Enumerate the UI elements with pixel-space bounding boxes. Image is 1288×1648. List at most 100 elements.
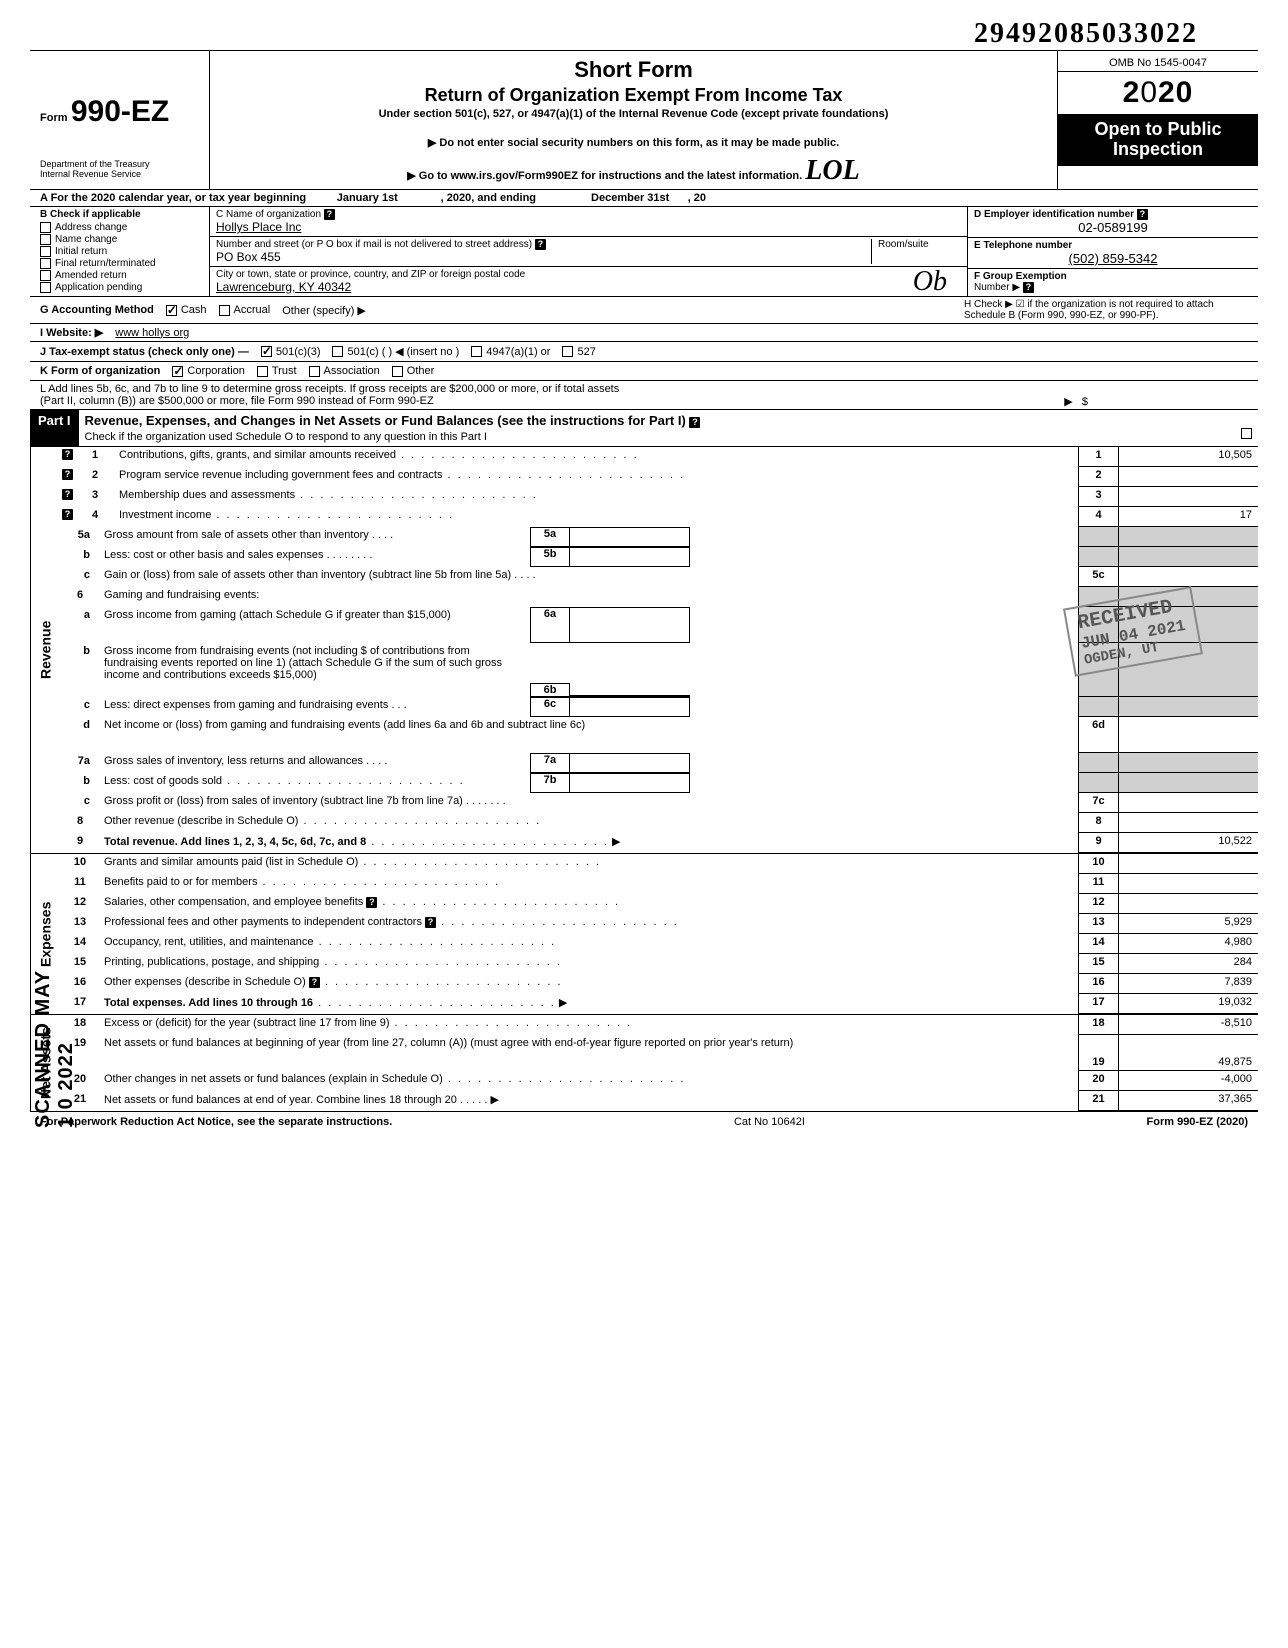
line-17: 17 Total expenses. Add lines 10 through … (60, 994, 1258, 1014)
page-footer: For Paperwork Reduction Act Notice, see … (30, 1112, 1258, 1128)
line-5b: b Less: cost or other basis and sales ex… (60, 547, 1258, 567)
cb-cash[interactable]: Cash (166, 304, 207, 316)
form-page: 29492085033022 Form 990-EZ Department of… (30, 10, 1258, 1128)
goto-note: ▶ Go to www.irs.gov/Form990EZ for instru… (218, 155, 1049, 187)
cb-501c[interactable]: 501(c) ( ) ◀ (insert no ) (332, 345, 459, 358)
help-icon[interactable]: ? (689, 417, 700, 428)
cb-other[interactable]: Other (392, 365, 435, 377)
cb-527[interactable]: 527 (562, 346, 595, 358)
tax-year: 20202020 (1058, 72, 1258, 114)
help-icon[interactable]: ? (62, 489, 73, 500)
no-ssn-note: ▶ Do not enter social security numbers o… (218, 136, 1049, 149)
line-20-value: -4,000 (1118, 1071, 1258, 1091)
line-21: 21 Net assets or fund balances at end of… (60, 1091, 1258, 1111)
line-19-value: 49,875 (1118, 1035, 1258, 1071)
form-title: Short Form (218, 57, 1049, 83)
g-other: Other (specify) ▶ (282, 304, 366, 317)
cb-corp[interactable]: Corporation (172, 365, 244, 377)
line-17-value: 19,032 (1118, 994, 1258, 1014)
footer-left: For Paperwork Reduction Act Notice, see … (40, 1116, 392, 1128)
revenue-label: Revenue (30, 447, 60, 853)
cb-trust[interactable]: Trust (257, 365, 297, 377)
phone-row: E Telephone number (502) 859-5342 (968, 238, 1258, 269)
help-icon[interactable]: ? (1023, 282, 1034, 293)
form-prefix: Form (40, 112, 68, 124)
cb-501c3[interactable]: 501(c)(3) (261, 346, 321, 358)
year-box: OMB No 1545-0047 20202020 Open to Public… (1058, 51, 1258, 189)
city-row: City or town, state or province, country… (210, 267, 967, 296)
line-7a: 7a Gross sales of inventory, less return… (60, 753, 1258, 773)
net-assets-section: Net Assets 18 Excess or (deficit) for th… (30, 1015, 1258, 1112)
line-8: 8 Other revenue (describe in Schedule O)… (60, 813, 1258, 833)
row-k-form-org: K Form of organization Corporation Trust… (30, 362, 1258, 381)
line-15: 15 Printing, publications, postage, and … (60, 954, 1258, 974)
row-g-h: G Accounting Method Cash Accrual Other (… (30, 297, 1258, 324)
line-1: ? 1 Contributions, gifts, grants, and si… (60, 447, 1258, 467)
part1-header: Part I Revenue, Expenses, and Changes in… (30, 410, 1258, 447)
line-6d: d Net income or (loss) from gaming and f… (60, 717, 1258, 753)
help-icon[interactable]: ? (62, 509, 73, 520)
help-icon[interactable]: ? (535, 239, 546, 250)
col-def: D Employer identification number ? 02-05… (968, 207, 1258, 296)
cb-amended[interactable]: Amended return (40, 270, 205, 281)
help-icon[interactable]: ? (62, 469, 73, 480)
help-icon[interactable]: ? (425, 917, 436, 928)
year-begin: January 1st (337, 192, 398, 204)
expenses-lines: 10 Grants and similar amounts paid (list… (60, 854, 1258, 1014)
cb-final-return[interactable]: Final return/terminated (40, 258, 205, 269)
help-icon[interactable]: ? (366, 897, 377, 908)
footer-mid: Cat No 10642I (734, 1116, 805, 1128)
initials: LOL (805, 155, 859, 186)
line-13: 13 Professional fees and other payments … (60, 914, 1258, 934)
line-7c: c Gross profit or (loss) from sales of i… (60, 793, 1258, 813)
help-icon[interactable]: ? (324, 209, 335, 220)
cb-accrual[interactable]: Accrual (219, 304, 271, 316)
revenue-section: Revenue ? 1 Contributions, gifts, grants… (30, 447, 1258, 854)
help-icon[interactable]: ? (1137, 209, 1148, 220)
dln-number: 29492085033022 (974, 18, 1198, 50)
line-9-value: 10,522 (1118, 833, 1258, 853)
col-b-checkboxes: B Check if applicable Address change Nam… (30, 207, 210, 296)
line-16: 16 Other expenses (describe in Schedule … (60, 974, 1258, 994)
line-3: ? 3 Membership dues and assessments 3 (60, 487, 1258, 507)
b-header: B Check if applicable (40, 209, 205, 220)
expenses-section: Expenses 10 Grants and similar amounts p… (30, 854, 1258, 1015)
row-j-status: J Tax-exempt status (check only one) — 5… (30, 342, 1258, 362)
cb-initial-return[interactable]: Initial return (40, 246, 205, 257)
net-assets-lines: 18 Excess or (deficit) for the year (sub… (60, 1015, 1258, 1111)
line-18-value: -8,510 (1118, 1015, 1258, 1035)
line-1-value: 10,505 (1118, 447, 1258, 467)
room-suite-label: Room/suite (878, 239, 929, 250)
omb-number: OMB No 1545-0047 (1058, 55, 1258, 72)
line-5c: c Gain or (loss) from sale of assets oth… (60, 567, 1258, 587)
form-id-box: Form 990-EZ Department of the Treasury I… (30, 51, 210, 189)
line-4: ? 4 Investment income 4 17 (60, 507, 1258, 527)
line-2: ? 2 Program service revenue including go… (60, 467, 1258, 487)
line-a-tax-year: A For the 2020 calendar year, or tax yea… (30, 190, 1258, 207)
cb-pending[interactable]: Application pending (40, 282, 205, 293)
form-subtitle: Return of Organization Exempt From Incom… (218, 85, 1049, 106)
row-l: L Add lines 5b, 6c, and 7b to line 9 to … (30, 381, 1258, 410)
row-i-website: I Website: ▶ www hollys org (30, 324, 1258, 342)
help-icon[interactable]: ? (62, 449, 73, 460)
revenue-lines: ? 1 Contributions, gifts, grants, and si… (60, 447, 1258, 853)
part1-bar: Part I (30, 410, 79, 446)
cb-schedule-o[interactable] (1241, 428, 1252, 439)
ein-row: D Employer identification number ? 02-05… (968, 207, 1258, 238)
dept-treasury: Department of the Treasury (40, 159, 205, 169)
cb-name-change[interactable]: Name change (40, 234, 205, 245)
title-box: Short Form Return of Organization Exempt… (210, 51, 1058, 189)
line-20: 20 Other changes in net assets or fund b… (60, 1071, 1258, 1091)
website-value: www hollys org (115, 327, 189, 339)
cb-address-change[interactable]: Address change (40, 222, 205, 233)
line-15-value: 284 (1118, 954, 1258, 974)
g-label: G Accounting Method (40, 304, 154, 316)
line-19: 19 Net assets or fund balances at beginn… (60, 1035, 1258, 1071)
cb-assoc[interactable]: Association (309, 365, 380, 377)
help-icon[interactable]: ? (309, 977, 320, 988)
line-14: 14 Occupancy, rent, utilities, and maint… (60, 934, 1258, 954)
phone-value: (502) 859-5342 (974, 251, 1252, 266)
year-end: December 31st (591, 192, 669, 204)
cb-4947[interactable]: 4947(a)(1) or (471, 346, 550, 358)
street-value: PO Box 455 (216, 250, 281, 264)
